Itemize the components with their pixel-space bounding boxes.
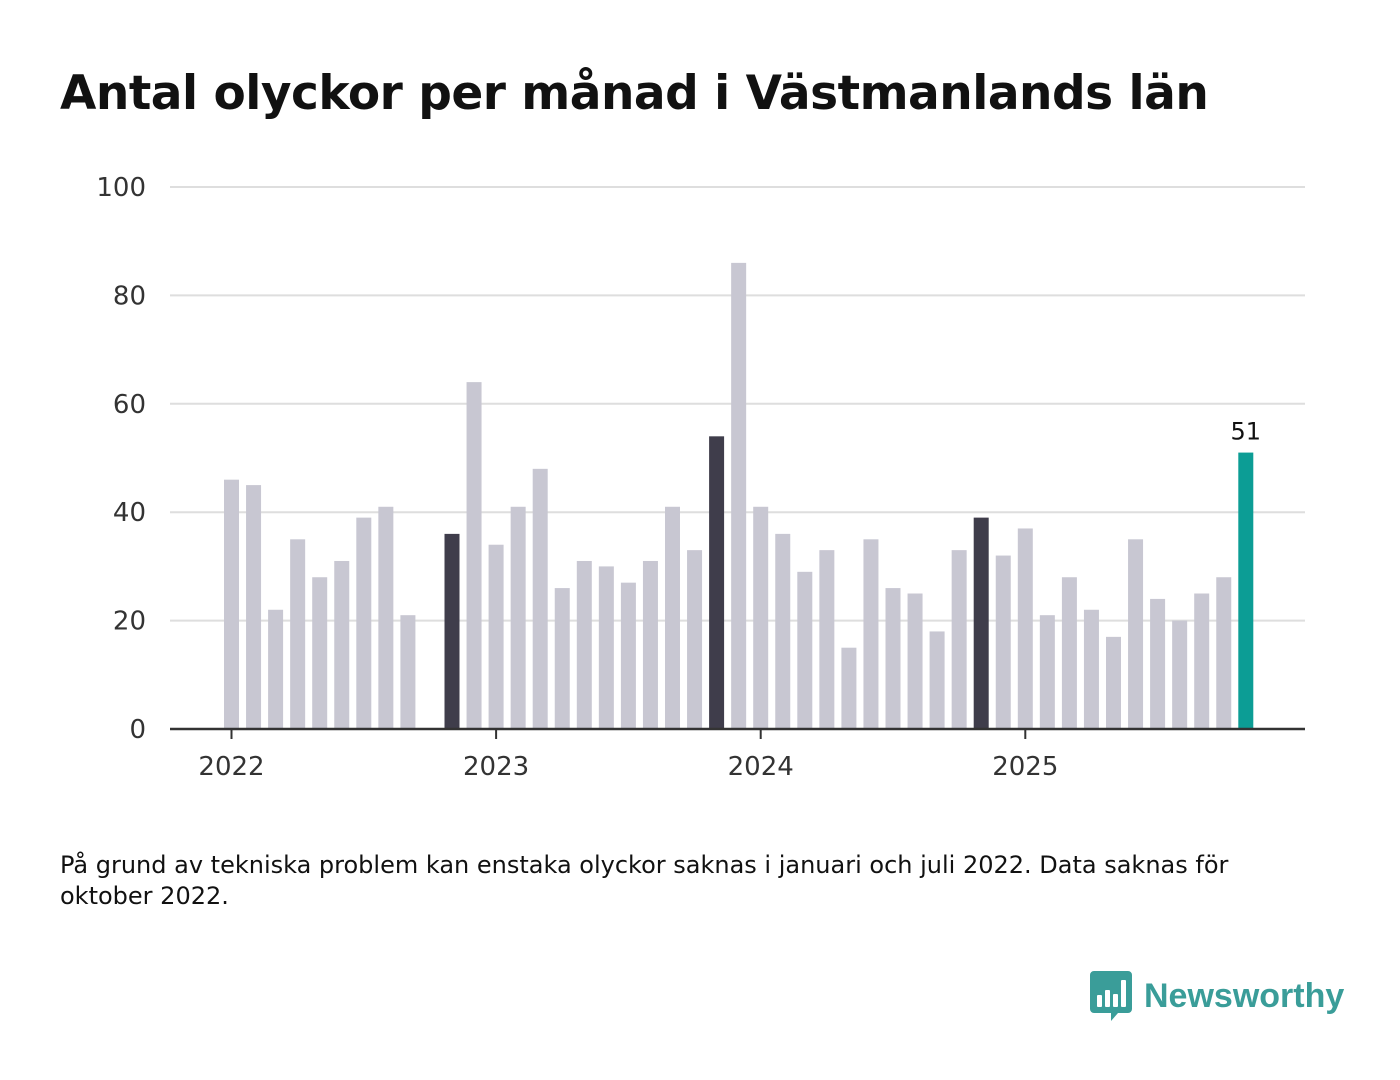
bar-2023-12 (731, 262, 747, 729)
newsworthy-logo-icon (1090, 971, 1132, 1021)
bar-2024-05 (841, 647, 857, 729)
bar-2023-09 (665, 506, 680, 729)
bar-2025-02 (1039, 615, 1055, 729)
bar-2022-11 (444, 533, 460, 729)
bar-2022-08 (378, 506, 394, 729)
bar-2023-03 (532, 468, 548, 729)
bar-2024-09 (929, 631, 945, 729)
bar-2025-04 (1083, 609, 1099, 729)
bar-2024-02 (775, 533, 791, 729)
bar-2025-03 (1061, 577, 1077, 729)
bar-2023-04 (554, 588, 570, 729)
bar-2024-11 (973, 517, 989, 729)
bar-2024-06 (863, 539, 879, 729)
bar-2022-05 (312, 577, 328, 729)
bar-2022-07 (356, 517, 372, 729)
bar-2023-08 (642, 560, 658, 729)
bar-2023-10 (687, 550, 703, 729)
bar-2022-12 (466, 382, 482, 729)
x-tick-label: 2024 (728, 752, 794, 782)
bar-2024-04 (819, 550, 835, 729)
bar-2024-12 (995, 555, 1011, 729)
bars (224, 262, 1254, 729)
y-tick-label: 100 (96, 173, 146, 203)
data-labels: 51 (1231, 418, 1262, 446)
bar-2025-10 (1216, 577, 1232, 729)
bar-2024-07 (885, 588, 901, 729)
y-tick-label: 40 (113, 498, 146, 528)
bar-2023-05 (576, 560, 592, 729)
y-tick-label: 0 (129, 715, 146, 745)
bar-2022-03 (268, 609, 284, 729)
bar-2025-06 (1128, 539, 1144, 729)
bar-2025-11 (1238, 452, 1254, 729)
bar-2023-02 (510, 506, 526, 729)
bar-2025-09 (1194, 593, 1210, 729)
bar-2023-11 (709, 436, 725, 729)
y-axis-tick-labels: 0 20 40 60 80 100 (96, 173, 146, 745)
bar-2023-06 (598, 566, 614, 729)
bar-2023-07 (620, 582, 636, 729)
x-tick-label: 2022 (198, 752, 264, 782)
bar-2023-01 (488, 544, 504, 729)
bar-2024-10 (951, 550, 967, 729)
footnote: På grund av tekniska problem kan enstaka… (60, 851, 1229, 910)
y-tick-label: 20 (113, 607, 146, 637)
data-label: 51 (1231, 418, 1262, 446)
x-tick-label: 2023 (463, 752, 529, 782)
x-axis-ticks: 2022 2023 2024 2025 (198, 729, 1058, 782)
bar-2022-02 (246, 485, 262, 729)
bar-2024-03 (797, 571, 813, 729)
bar-2025-07 (1150, 598, 1166, 729)
bar-2022-06 (334, 560, 350, 729)
chart-title: Antal olyckor per månad i Västmanlands l… (60, 66, 1209, 121)
y-tick-label: 60 (113, 390, 146, 420)
bar-2024-08 (907, 593, 923, 729)
newsworthy-logo[interactable]: Newsworthy (1090, 970, 1344, 1022)
brand-name: Newsworthy (1144, 976, 1345, 1015)
bar-2022-09 (400, 615, 416, 729)
bar-2022-01 (224, 479, 239, 729)
bar-2024-01 (753, 506, 769, 729)
bar-2022-04 (290, 539, 306, 729)
x-tick-label: 2025 (992, 752, 1058, 782)
bar-chart: 0 20 40 60 80 100 51 2022 2023 2024 2025 (96, 173, 1305, 782)
bar-2025-01 (1017, 528, 1033, 729)
bar-2025-05 (1106, 636, 1121, 729)
bar-2025-08 (1172, 620, 1188, 729)
y-tick-label: 80 (113, 281, 146, 311)
